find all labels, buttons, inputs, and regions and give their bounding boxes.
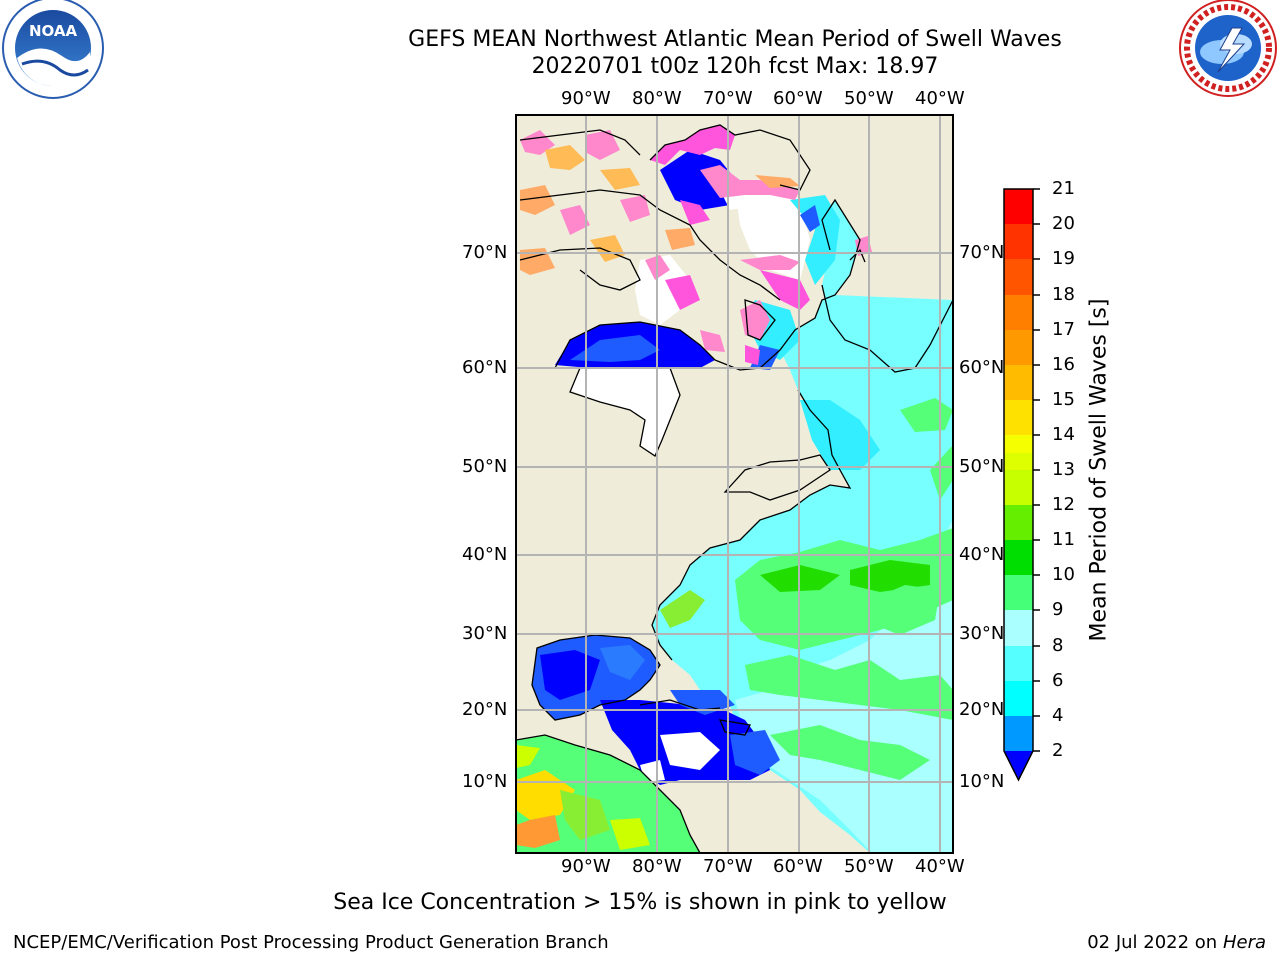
- lat-label-left: 20°N: [462, 699, 508, 720]
- lat-label-left: 10°N: [462, 771, 508, 792]
- map-title: GEFS MEAN Northwest Atlantic Mean Period…: [408, 27, 1062, 52]
- lon-label-top: 40°W: [915, 88, 965, 109]
- sea-ice-note: Sea Ice Concentration > 15% is shown in …: [333, 890, 947, 915]
- lon-label-top: 70°W: [703, 88, 753, 109]
- lat-label-right: 50°N: [959, 456, 1005, 477]
- south-america-field: [516, 735, 700, 853]
- noaa-logo-text: NOAA: [29, 22, 78, 40]
- producer-credit: NCEP/EMC/Verification Post Processing Pr…: [13, 932, 609, 953]
- lon-label-top: 90°W: [561, 88, 611, 109]
- lat-label-left: 40°N: [462, 544, 508, 565]
- colorbar-tick: 18: [1052, 284, 1075, 305]
- lat-label-right: 40°N: [959, 544, 1005, 565]
- lon-label-bottom: 50°W: [844, 856, 894, 877]
- colorbar-tick: 9: [1052, 599, 1064, 620]
- colorbar-tick: 19: [1052, 248, 1075, 269]
- lon-label-bottom: 70°W: [703, 856, 753, 877]
- colorbar-tick: 11: [1052, 529, 1075, 550]
- colorbar-label: Mean Period of Swell Waves [s]: [1086, 298, 1112, 642]
- colorbar-tick: 2: [1052, 740, 1064, 761]
- colorbar-tick: 21: [1052, 178, 1075, 199]
- lon-label-bottom: 80°W: [632, 856, 682, 877]
- lon-label-top: 60°W: [773, 88, 823, 109]
- colorbar-tick: 4: [1052, 705, 1064, 726]
- lat-label-right: 70°N: [959, 242, 1005, 263]
- date-text: 02 Jul 2022 on: [1087, 932, 1223, 953]
- lat-label-right: 10°N: [959, 771, 1005, 792]
- colorbar-tick: 10: [1052, 564, 1075, 585]
- colorbar-tick: 14: [1052, 424, 1075, 445]
- map-frame: [515, 114, 954, 854]
- colorbar-tick: 16: [1052, 354, 1075, 375]
- lon-label-top: 50°W: [844, 88, 894, 109]
- map-subtitle: 20220701 t00z 120h fcst Max: 18.97: [531, 54, 939, 79]
- lon-label-bottom: 60°W: [773, 856, 823, 877]
- noaa-logo: NOAA: [2, 0, 104, 99]
- host-name: Hera: [1222, 932, 1266, 953]
- colorbar: [1003, 188, 1040, 782]
- lon-label-bottom: 90°W: [561, 856, 611, 877]
- lat-label-right: 30°N: [959, 623, 1005, 644]
- generation-date: 02 Jul 2022 on Hera: [1087, 932, 1266, 953]
- lon-label-top: 80°W: [632, 88, 682, 109]
- lat-label-left: 70°N: [462, 242, 508, 263]
- colorbar-tick: 17: [1052, 319, 1075, 340]
- lat-label-left: 50°N: [462, 456, 508, 477]
- colorbar-tick: 6: [1052, 670, 1064, 691]
- lon-label-bottom: 40°W: [915, 856, 965, 877]
- lat-label-left: 30°N: [462, 623, 508, 644]
- colorbar-tick: 20: [1052, 213, 1075, 234]
- lat-label-right: 20°N: [959, 699, 1005, 720]
- lat-label-left: 60°N: [462, 357, 508, 378]
- lat-label-right: 60°N: [959, 357, 1005, 378]
- map-panel: [515, 114, 954, 854]
- colorbar-tick: 15: [1052, 389, 1075, 410]
- graticule: [516, 115, 953, 853]
- colorbar-tick: 8: [1052, 635, 1064, 656]
- nws-logo: [1179, 0, 1277, 97]
- colorbar-tick: 13: [1052, 459, 1075, 480]
- coastlines: [516, 124, 953, 853]
- colorbar-tick: 12: [1052, 494, 1075, 515]
